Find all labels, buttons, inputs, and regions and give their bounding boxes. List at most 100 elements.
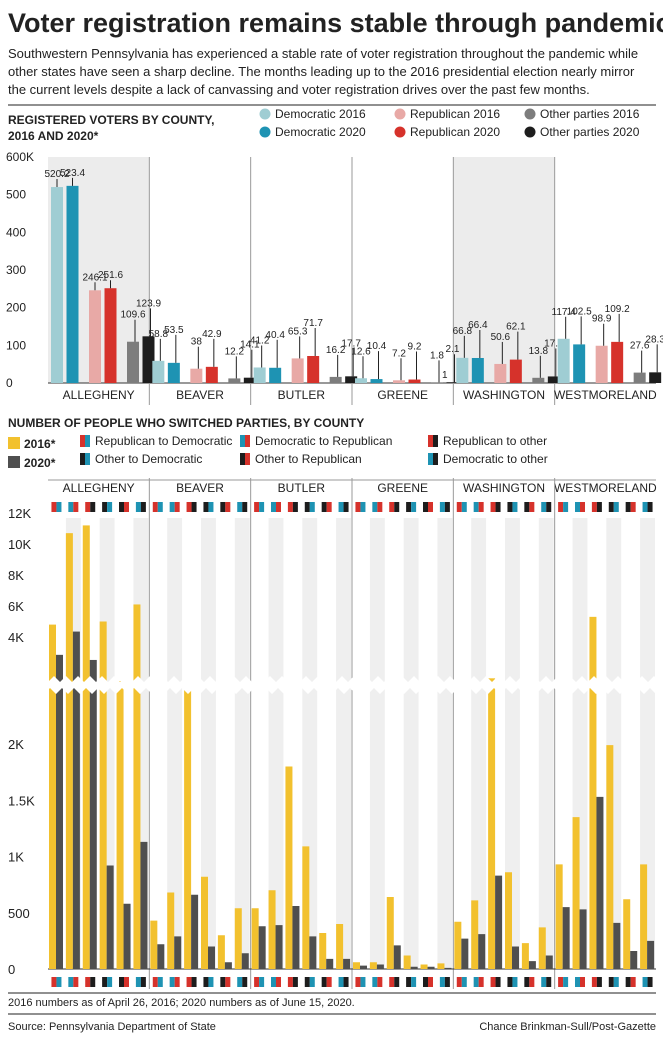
legend-label: Other parties 2016 [540, 107, 640, 121]
bar [461, 938, 469, 969]
bar [217, 935, 225, 969]
switch-icon-to [444, 502, 450, 512]
bar [285, 766, 293, 969]
switch-icon-to [174, 502, 180, 512]
switch-icon-from [406, 977, 412, 987]
source-note: Source: Pennsylvania Department of State [8, 1021, 216, 1033]
legend-swatch [394, 126, 406, 138]
switch-icon-to [647, 502, 653, 512]
switch-icon-from [203, 977, 209, 987]
switch-icon-from [575, 502, 580, 512]
data-label: 65.3 [288, 326, 308, 337]
category-label: WASHINGTON [463, 481, 545, 495]
legend-label: Other parties 2020 [540, 125, 640, 139]
data-label: 38 [191, 337, 203, 348]
y-tick-label: 500 [6, 188, 26, 202]
legend-swatch [259, 108, 271, 120]
switch-icon-from [119, 977, 124, 987]
credit-note: Chance Brinkman-Sull/Post-Gazette [479, 1021, 656, 1033]
switch-icon-from [203, 502, 209, 512]
chart2-title: NUMBER OF PEOPLE WHO SWITCHED PARTIES, B… [8, 416, 364, 430]
legend-label: Republican 2016 [410, 107, 500, 121]
switch-icon-from [220, 977, 226, 987]
switch-icon-to [377, 977, 383, 987]
switch-icon-from [135, 977, 141, 987]
switch-icon-to [478, 502, 484, 512]
bar [82, 525, 90, 969]
y-tick-label: 2K [8, 737, 24, 752]
switch-icon-to [309, 977, 315, 987]
legend-label: Democratic to other [443, 452, 548, 466]
switch-icon-from [473, 502, 479, 512]
switch-icon-to [140, 502, 146, 512]
data-label: 12.2 [225, 346, 245, 357]
switch-icon-from [51, 502, 57, 512]
category-label: BUTLER [278, 388, 326, 402]
switch-icon-to [394, 977, 400, 987]
switch-icon-from [625, 502, 631, 512]
switch-icon-to [245, 453, 250, 465]
bar [355, 378, 367, 383]
bar [123, 903, 131, 969]
bar [353, 962, 360, 969]
data-label: 66.8 [453, 326, 473, 337]
switch-icon-from [423, 977, 428, 987]
switch-icon-from [490, 977, 496, 987]
bar [251, 908, 259, 969]
switch-icon-to [529, 502, 535, 512]
switch-icon-to [140, 977, 146, 987]
dek-line: other states have seen a sharp decline. … [8, 64, 635, 79]
bar [393, 380, 405, 383]
switch-icon-from [237, 502, 243, 512]
bar [275, 925, 283, 969]
switch-icon-to [292, 977, 298, 987]
bar [190, 368, 203, 383]
bar [336, 924, 344, 969]
bar [505, 872, 512, 969]
bar [595, 345, 608, 383]
y-tick-label: 10K [8, 537, 31, 552]
switch-icon-to [478, 977, 484, 987]
switch-icon-to [630, 977, 636, 987]
bar [309, 936, 317, 969]
switch-icon-from [321, 502, 327, 512]
footnote: 2016 numbers as of April 26, 2016; 2020 … [8, 997, 355, 1009]
switch-icon-from [240, 435, 245, 447]
switch-icon-from [355, 977, 361, 987]
switch-icon-to [124, 977, 129, 987]
switch-icon-to [580, 977, 585, 987]
legend-label: Republican 2020 [410, 125, 500, 139]
data-label: 109.6 [120, 310, 145, 321]
switch-icon-to [276, 502, 281, 512]
data-label: 251.6 [98, 270, 123, 281]
bar [613, 922, 621, 969]
bar [142, 336, 155, 383]
bar [532, 377, 545, 383]
bar [386, 897, 394, 969]
data-label: 27.6 [630, 341, 650, 352]
legend-swatch [524, 126, 536, 138]
data-label: 40.4 [265, 330, 285, 341]
switch-icon-from [541, 977, 547, 987]
switch-icon-from [102, 502, 108, 512]
bar [329, 376, 342, 383]
switch-icon-to [242, 502, 248, 512]
switch-icon-to [90, 977, 96, 987]
bar [268, 890, 276, 969]
bar [104, 288, 117, 383]
switch-icon-to [411, 502, 417, 512]
bar [106, 865, 114, 969]
switch-icon-from [237, 977, 243, 987]
switch-icon-from [524, 977, 530, 987]
switch-icon-from [80, 453, 85, 465]
data-label: 58.8 [149, 329, 169, 340]
bar [89, 659, 97, 969]
switch-icon-from [186, 502, 192, 512]
y-tick-label: 600K [6, 150, 34, 164]
bar [393, 945, 401, 969]
bar [521, 943, 529, 969]
bar [640, 864, 648, 969]
switch-icon-to [428, 502, 433, 512]
switch-icon-from [575, 977, 580, 987]
switch-icon-from [439, 502, 445, 512]
